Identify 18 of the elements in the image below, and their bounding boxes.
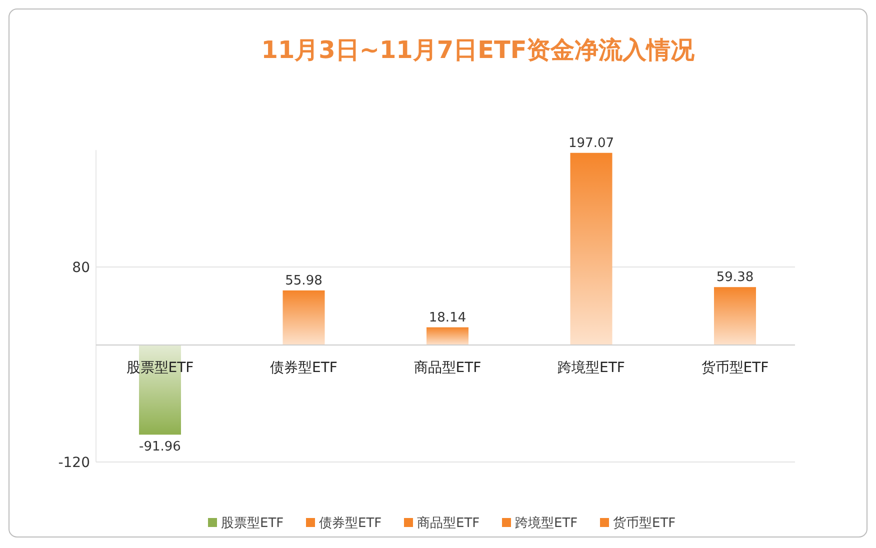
legend-label: 股票型ETF	[221, 516, 284, 531]
chart-title: 11月3日~11月7日ETF资金净流入情况	[261, 36, 696, 64]
data-label: 18.14	[428, 310, 466, 326]
data-label: 197.07	[568, 136, 614, 151]
x-tick-label: 商品型ETF	[414, 360, 482, 376]
y-tick-label: 80	[72, 260, 90, 276]
data-label: 59.38	[716, 270, 754, 286]
legend-label: 商品型ETF	[417, 516, 480, 531]
x-tick-label: 债券型ETF	[270, 360, 338, 376]
data-label: -91.96	[139, 440, 181, 455]
x-tick-label: 货币型ETF	[701, 360, 769, 376]
y-tick-label: -120	[58, 455, 90, 471]
x-tick-label: 股票型ETF	[126, 360, 194, 376]
legend-label: 货币型ETF	[613, 516, 676, 531]
data-label: 55.98	[285, 273, 322, 288]
legend-label: 债券型ETF	[319, 516, 382, 531]
legend-label: 跨境型ETF	[515, 515, 578, 531]
x-tick-label: 跨境型ETF	[558, 360, 625, 376]
